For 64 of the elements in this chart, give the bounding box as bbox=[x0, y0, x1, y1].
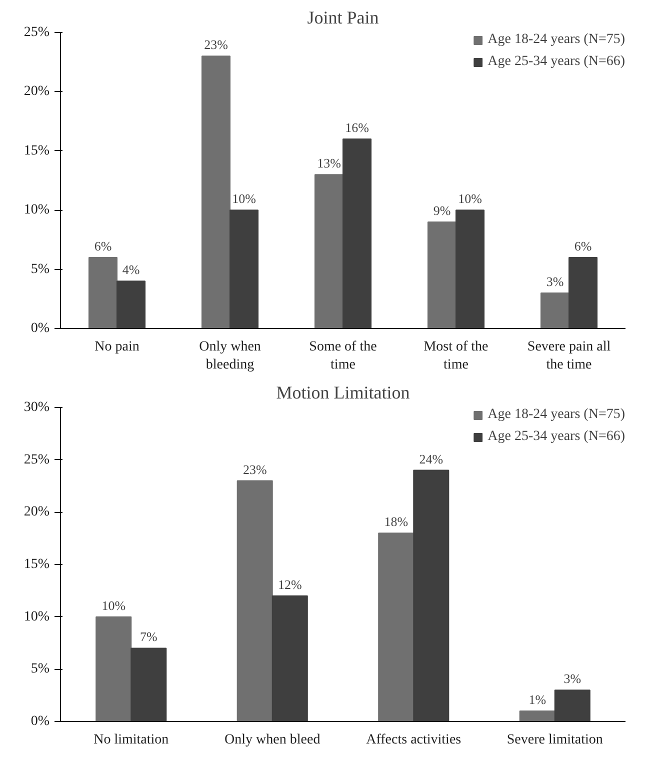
bar bbox=[519, 710, 556, 722]
data-label: 1% bbox=[528, 692, 546, 708]
bar bbox=[230, 210, 259, 328]
data-label: 6% bbox=[574, 238, 592, 254]
data-label: 6% bbox=[94, 238, 112, 254]
bar bbox=[554, 690, 590, 722]
legend-label: Age 25-34 years (N=66) bbox=[488, 54, 625, 70]
y-tick-label: 15% bbox=[24, 143, 50, 158]
bar bbox=[314, 174, 344, 328]
y-tick-label: 20% bbox=[24, 504, 50, 520]
y-tick-label: 0% bbox=[30, 321, 50, 336]
bar bbox=[427, 221, 456, 328]
x-tick-label: Only when bleeding bbox=[199, 340, 261, 372]
x-tick-label: Severe limitation bbox=[506, 732, 603, 748]
y-tick-label: 15% bbox=[24, 557, 50, 572]
legend-label: Age 18-24 years (N=75) bbox=[488, 407, 625, 423]
chart-title: Motion Limitation bbox=[276, 382, 410, 402]
y-tick-label: 30% bbox=[24, 400, 50, 415]
x-tick-label: Severe pain all the time bbox=[527, 340, 611, 372]
x-tick-label: No pain bbox=[94, 340, 140, 354]
bar bbox=[236, 480, 273, 722]
bar bbox=[88, 256, 118, 328]
data-label: 12% bbox=[278, 576, 302, 592]
bar bbox=[342, 138, 372, 328]
legend-label: Age 18-24 years (N=75) bbox=[488, 32, 625, 48]
bar bbox=[201, 56, 230, 328]
chart-title: Joint Pain bbox=[307, 8, 379, 28]
x-tick-label: Affects activities bbox=[366, 732, 462, 748]
data-label: 7% bbox=[140, 629, 158, 644]
y-tick-label: 10% bbox=[24, 609, 50, 624]
data-label: 23% bbox=[242, 462, 267, 477]
y-tick-label: 5% bbox=[30, 262, 50, 277]
x-tick-label: Most of the time bbox=[424, 340, 488, 372]
y-tick-label: 10% bbox=[24, 202, 50, 218]
data-label: 4% bbox=[122, 262, 140, 278]
bar bbox=[568, 256, 598, 328]
y-tick-label: 20% bbox=[24, 84, 50, 100]
data-label: 3% bbox=[546, 274, 564, 289]
y-tick-label: 5% bbox=[30, 662, 50, 677]
bar bbox=[96, 616, 132, 722]
y-tick-label: 25% bbox=[24, 452, 50, 468]
bar bbox=[272, 595, 308, 722]
data-label: 9% bbox=[433, 202, 451, 218]
bar bbox=[116, 280, 146, 328]
data-label: 13% bbox=[317, 156, 342, 171]
data-label: 3% bbox=[564, 671, 582, 686]
data-label: 10% bbox=[458, 191, 482, 206]
legend-label: Age 25-34 years (N=66) bbox=[488, 429, 625, 445]
data-label: 18% bbox=[384, 514, 408, 530]
data-label: 16% bbox=[345, 120, 370, 136]
y-tick-label: 25% bbox=[24, 25, 50, 40]
data-label: 10% bbox=[102, 598, 126, 613]
x-tick-label: Only when bleed bbox=[224, 732, 320, 748]
data-label: 10% bbox=[232, 191, 256, 206]
bar bbox=[413, 470, 450, 722]
y-tick-label: 0% bbox=[30, 714, 50, 729]
x-tick-label: Some of the time bbox=[309, 340, 377, 372]
data-label: 23% bbox=[204, 37, 228, 52]
bar bbox=[456, 210, 485, 328]
data-label: 24% bbox=[419, 451, 444, 466]
bar bbox=[378, 532, 414, 722]
bar bbox=[540, 292, 570, 328]
x-tick-label: No limitation bbox=[94, 732, 169, 748]
bar bbox=[130, 648, 167, 722]
